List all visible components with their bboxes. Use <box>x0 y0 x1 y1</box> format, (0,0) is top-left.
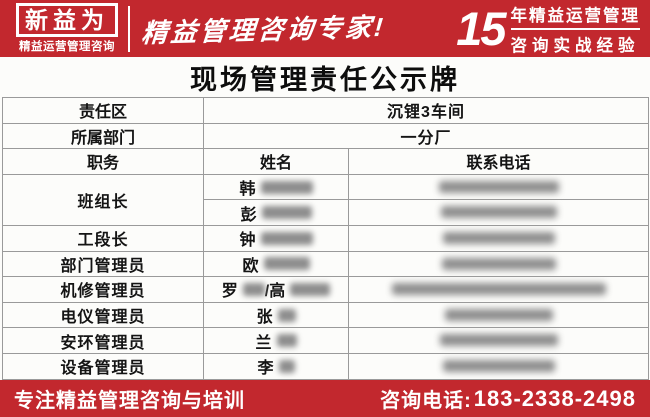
name-cell: 兰 <box>205 329 348 353</box>
header-slogan: 精益管理咨询专家! <box>140 11 388 49</box>
redacted-phone <box>440 206 557 219</box>
years-badge: 15 年精益运营管理 咨询实战经验 <box>456 2 640 56</box>
footer-tagline: 专注精益管理咨询与培训 <box>14 390 245 412</box>
footer-contact: 咨询电话: 183-2338-2498 <box>380 384 636 413</box>
board-title: 现场管理责任公示牌 <box>190 64 460 95</box>
table-row: 部门管理员 欧 <box>2 250 649 278</box>
phone-cell <box>348 224 649 252</box>
name-cell: 钟 <box>205 226 348 250</box>
responsibility-board: 现场管理责任公示牌 责任区 沉锂3车间 所属部门 一分厂 职务 姓名 联系电话 <box>0 57 650 380</box>
name-cell: 欧 <box>205 252 348 276</box>
table-row: 设备管理员 李 <box>2 352 649 380</box>
redacted-phone <box>444 308 553 321</box>
table-row: 机修管理员 罗/高 <box>2 276 649 303</box>
header-banner: 新益为 精益运营管理咨询 精益管理咨询专家! 15 年精益运营管理 咨询实战经验 <box>0 0 650 57</box>
info-label-department: 所属部门 <box>2 122 204 150</box>
name-cell: 张 <box>205 303 348 327</box>
years-text: 年精益运营管理 咨询实战经验 <box>510 2 640 56</box>
redacted-name <box>277 308 296 322</box>
phone-cell <box>348 301 649 329</box>
name-cell: 韩 <box>205 175 348 199</box>
company-logo: 新益为 精益运营管理咨询 <box>16 3 118 54</box>
role-cell: 工段长 <box>2 224 204 252</box>
column-header-row: 职务 姓名 联系电话 <box>2 148 649 175</box>
info-row-department: 所属部门 一分厂 <box>2 122 649 150</box>
header-divider <box>128 5 130 52</box>
redacted-phone <box>438 180 559 193</box>
logo-name: 新益为 <box>16 3 118 37</box>
phone-cell <box>348 352 649 380</box>
redacted-phone <box>439 334 558 347</box>
table-row: 安环管理员 兰 <box>2 327 649 354</box>
redacted-phone <box>441 257 556 270</box>
phone-cell <box>348 327 649 354</box>
column-header-role: 职务 <box>2 148 204 175</box>
footer-phone-number: 183-2338-2498 <box>473 385 636 411</box>
phone-cell <box>348 276 649 303</box>
role-cell: 设备管理员 <box>2 352 204 380</box>
table-row: 工段长 钟 <box>2 224 649 252</box>
table-row: 班组长 韩 <box>2 173 649 226</box>
redacted-name <box>242 282 265 296</box>
redacted-name <box>263 257 310 271</box>
role-cell: 安环管理员 <box>2 327 204 354</box>
responsibility-table: 责任区 沉锂3车间 所属部门 一分厂 职务 姓名 联系电话 班组长 韩 彭 <box>2 97 649 380</box>
redacted-name <box>290 282 331 296</box>
footer-banner: 专注精益管理咨询与培训 咨询电话: 183-2338-2498 <box>0 380 650 417</box>
role-cell: 班组长 <box>2 173 204 226</box>
name-cell: 李 <box>205 354 348 378</box>
phone-cell <box>348 199 649 226</box>
years-number: 15 <box>456 2 506 55</box>
redacted-phone <box>391 283 606 296</box>
redacted-name <box>261 206 312 220</box>
phone-cell <box>348 250 649 278</box>
redacted-name <box>260 231 313 245</box>
role-cell: 电仪管理员 <box>2 301 204 329</box>
table-row: 电仪管理员 张 <box>2 301 649 329</box>
redacted-name <box>276 334 297 348</box>
years-line2: 咨询实战经验 <box>510 36 640 55</box>
role-cell: 部门管理员 <box>2 250 204 278</box>
years-line1: 年精益运营管理 <box>510 2 640 30</box>
redacted-phone <box>442 232 555 245</box>
redacted-name <box>260 180 313 194</box>
column-header-name: 姓名 <box>203 148 349 175</box>
column-header-phone: 联系电话 <box>348 148 649 175</box>
role-cell: 机修管理员 <box>2 276 204 303</box>
info-value-area: 沉锂3车间 <box>203 97 649 124</box>
phone-cell <box>348 173 649 201</box>
name-cell: 彭 <box>205 201 348 225</box>
table-row: 彭 <box>3 199 649 226</box>
name-cell: 罗/高 <box>205 278 348 302</box>
info-row-area: 责任区 沉锂3车间 <box>2 97 649 124</box>
redacted-phone <box>442 360 555 372</box>
info-value-department: 一分厂 <box>203 122 649 150</box>
redacted-name <box>278 359 295 373</box>
logo-subtitle: 精益运营管理咨询 <box>19 41 115 53</box>
footer-phone-label: 咨询电话: <box>380 390 472 412</box>
info-label-area: 责任区 <box>2 97 204 124</box>
